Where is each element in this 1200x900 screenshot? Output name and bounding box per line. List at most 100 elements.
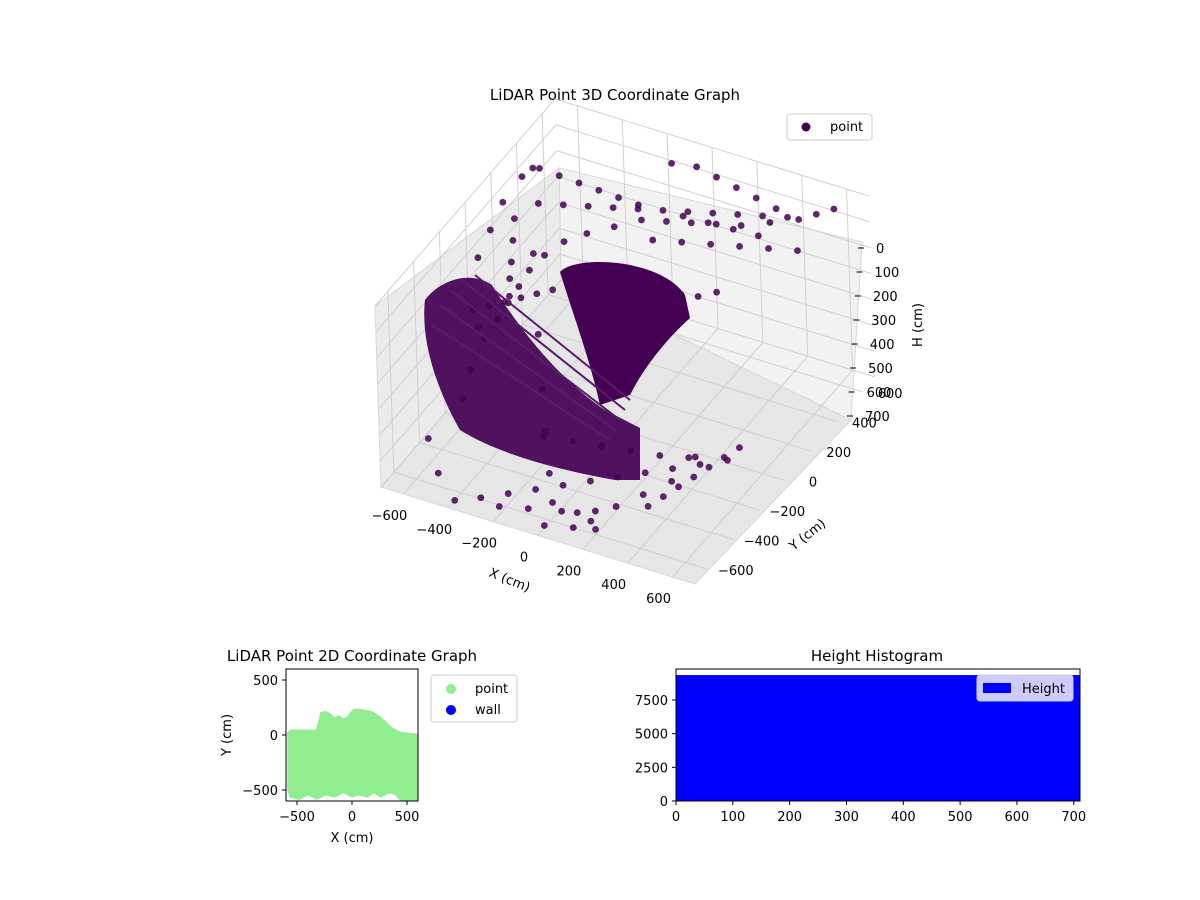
plot3d-legend-marker: [801, 122, 811, 132]
plot3d-point: [555, 172, 563, 180]
plot3d-point: [679, 212, 687, 220]
plot3d-point: [559, 201, 567, 209]
plot2d-legend-point-label: point: [475, 682, 508, 697]
plot3d-ylabel: Y (cm): [786, 516, 829, 554]
plot3d-point: [713, 173, 720, 181]
plot3d-xtick-label: 600: [646, 592, 671, 607]
plot3d-point: [508, 258, 515, 266]
plot3d-point: [609, 204, 617, 212]
plot3d-ztick-label: 400: [870, 338, 895, 353]
plot3d-point: [696, 461, 704, 468]
plot3d-point: [705, 463, 713, 471]
histogram-ytick-label: 2500: [635, 761, 668, 776]
plot3d-point: [704, 219, 712, 227]
plot3d-point: [569, 524, 577, 532]
plot3d-point: [639, 491, 647, 499]
plot3d-point: [509, 236, 517, 244]
plot3d-ytick-label: −200: [769, 505, 805, 520]
plot3d-ytick-label: −600: [718, 564, 754, 579]
plot3d-point: [549, 286, 557, 294]
plot3d-point: [524, 505, 532, 513]
histogram-frame: [675, 668, 1081, 802]
plot3d-point: [784, 213, 791, 221]
plot3d-ztick-label: 600: [867, 386, 892, 401]
histogram-legend-box: [976, 674, 1074, 702]
plot3d-ztick-label: 700: [865, 410, 890, 425]
plot3d-xtick-label: 0: [520, 551, 528, 566]
plot3d-ytick-label: 0: [809, 476, 817, 491]
plot2d-xtick-label: 500: [395, 810, 420, 825]
plot3d-point: [499, 198, 507, 206]
plot3d-point: [754, 232, 762, 240]
plot3d-point: [659, 493, 667, 501]
plot3d-point: [474, 254, 482, 262]
plot3d-xtick-label: −600: [372, 509, 408, 524]
plot2d-title: LiDAR Point 2D Coordinate Graph: [227, 647, 477, 665]
histogram-legend: Height: [976, 674, 1074, 702]
histogram-ticks: 0 100 200 300 400 500 600 700 0 2500 5000 7500: [635, 694, 1086, 825]
plot3d-point: [536, 164, 543, 172]
plot3d-point: [529, 164, 537, 172]
plot3d-point: [693, 163, 701, 171]
plot3d-ztick-label: 200: [873, 290, 898, 305]
plot3d-legend-label: point: [830, 120, 863, 135]
histogram-xtick-label: 600: [1005, 810, 1030, 825]
plot3d-point: [765, 245, 772, 252]
dense-band-diagonal: [424, 277, 640, 480]
plot2d-point-cloud: [287, 708, 418, 801]
plot3d-point: [720, 454, 728, 461]
plot3d-point: [549, 499, 556, 506]
plot2d-xtick-label: 0: [348, 810, 356, 825]
plot3d-point: [591, 507, 599, 515]
plot3d-xtick-label: 200: [556, 564, 581, 579]
plot3d-point: [534, 200, 542, 207]
plot3d-point: [532, 486, 540, 493]
plot3d-ztick-label: 0: [876, 242, 884, 257]
plot3d-legend: point: [786, 113, 873, 141]
plot3d-point: [506, 292, 513, 300]
plot3d-point: [678, 238, 686, 246]
plot3d-point: [729, 225, 737, 233]
plot3d-point: [734, 211, 742, 218]
plot3d-point: [424, 435, 432, 442]
plot3d-point: [534, 330, 542, 338]
plot2d-legend-point-marker: [446, 684, 456, 694]
plot3d-point: [638, 216, 645, 224]
plot3d-point: [495, 503, 503, 510]
plot3d-legend-box: [786, 113, 873, 141]
histogram-legend-swatch: [983, 683, 1011, 693]
plot2d-xlabel: X (cm): [331, 831, 374, 846]
plot2d-legend-wall-marker: [446, 705, 456, 715]
plot3d-point: [573, 509, 581, 517]
plot3d-point: [656, 452, 664, 459]
plot3d-point: [615, 194, 622, 201]
plot3d-point: [709, 209, 717, 217]
plot2d-ytick-label: 500: [253, 674, 278, 689]
plot3d-ytick-label: −400: [744, 535, 780, 550]
plot3d-point: [540, 522, 548, 529]
plot3d-point: [663, 218, 670, 225]
histogram-xtick-label: 100: [720, 810, 745, 825]
plot3d-point: [759, 212, 766, 220]
plot3d-xtick-label: 400: [601, 578, 626, 593]
plot3d-point: [732, 184, 740, 192]
plot3d-point: [559, 481, 567, 489]
plot3d-point: [736, 444, 743, 452]
plot3d-point: [659, 206, 667, 214]
grid-line-z: [374, 98, 870, 307]
histogram-xtick-label: 200: [777, 810, 802, 825]
plot3d-point: [668, 159, 676, 167]
lidar-3d-plot: LiDAR Point 3D Coordinate Graph −600 −600…: [372, 86, 926, 607]
plot3d-ytick-label: 400: [852, 416, 877, 431]
plot3d-point: [526, 266, 533, 274]
plot3d-point: [511, 215, 518, 223]
plot3d-point: [517, 294, 525, 302]
plot3d-point: [506, 275, 514, 282]
plot2d-ytick-label: 0: [270, 729, 278, 744]
plot3d-point: [434, 469, 442, 477]
plot3d-point: [518, 173, 526, 181]
plot3d-point: [690, 473, 698, 481]
dense-band-ridges: [431, 274, 631, 441]
plot3d-point: [649, 236, 657, 244]
